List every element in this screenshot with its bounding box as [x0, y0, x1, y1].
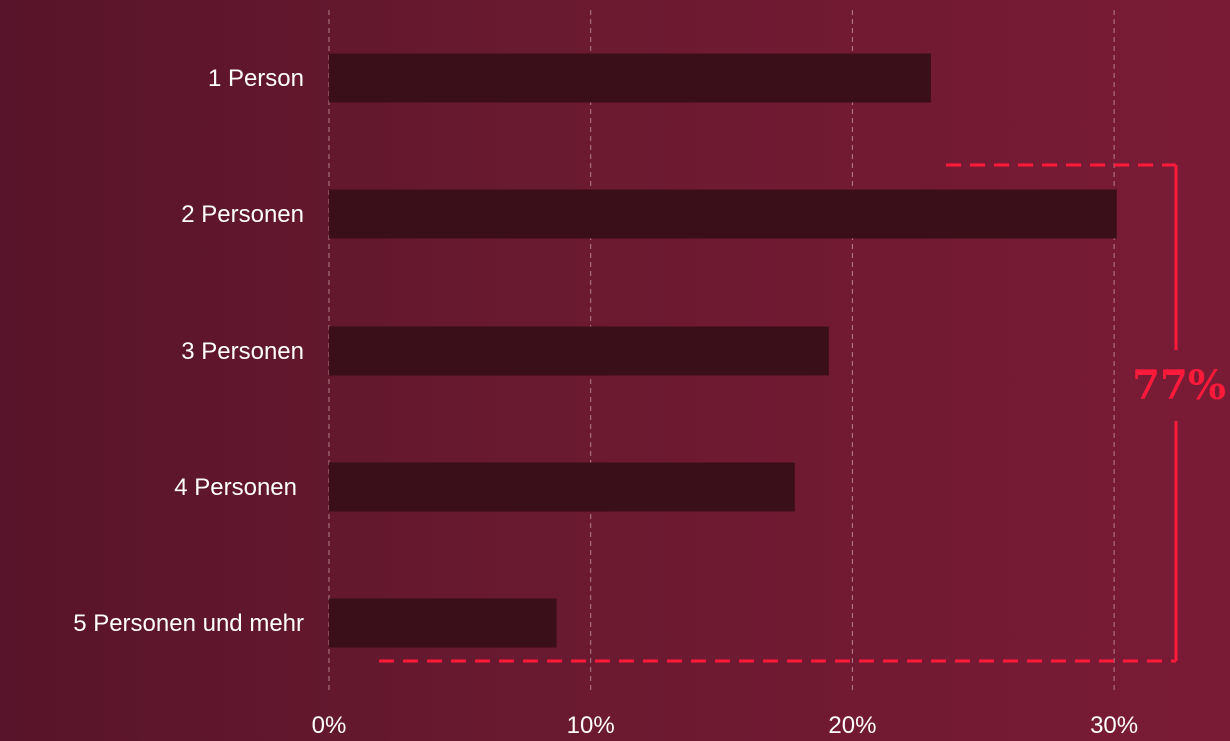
category-label: 5 Personen und mehr: [73, 610, 304, 637]
x-tick-label: 30%: [1090, 712, 1138, 739]
callout-bracket: 77%: [379, 163, 1226, 663]
callout-value: 77%: [1132, 362, 1226, 409]
x-tick-label: 0%: [312, 712, 347, 739]
bar: [329, 53, 931, 103]
bar: [329, 189, 1117, 239]
category-label: 3 Personen: [181, 338, 304, 365]
x-axis-ticks: 0% 10% 20% 30%: [312, 712, 1138, 739]
bar: [329, 462, 795, 512]
x-tick-label: 20%: [828, 712, 876, 739]
bar: [329, 326, 829, 376]
category-labels: 1 Person 2 Personen 3 Personen 4 Personen 5 …: [73, 65, 304, 637]
category-label: 2 Personen: [181, 201, 304, 228]
x-tick-label: 10%: [567, 712, 615, 739]
category-label: 1 Person: [208, 65, 304, 92]
bar: [329, 598, 557, 648]
category-label: 4 Personen: [174, 474, 297, 501]
bars: [329, 53, 1117, 648]
